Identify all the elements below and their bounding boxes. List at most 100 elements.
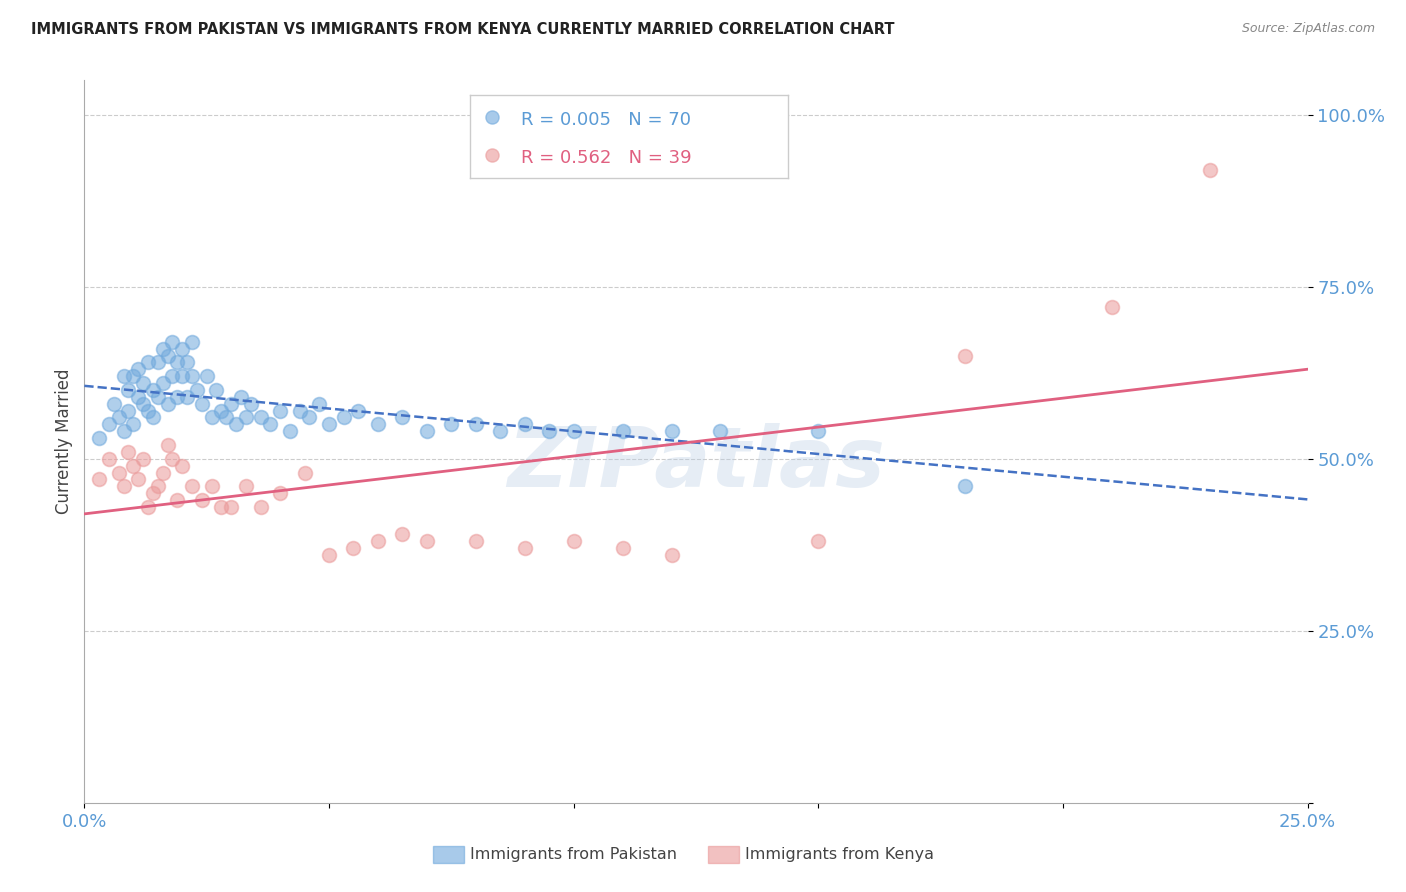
Point (152, 342, 174, 356)
Point (308, 397, 330, 411)
Point (181, 334, 204, 349)
Point (440, 417, 463, 432)
Point (122, 417, 145, 432)
Point (342, 541, 364, 556)
Point (156, 438, 179, 452)
Point (162, 451, 184, 466)
Point (391, 410, 413, 425)
Point (176, 355, 198, 369)
Point (176, 390, 198, 404)
Point (136, 403, 159, 417)
Point (807, 534, 830, 549)
Point (162, 334, 184, 349)
Point (416, 534, 439, 549)
Point (172, 369, 194, 384)
Point (953, 349, 976, 363)
Point (513, 417, 536, 432)
Point (107, 466, 129, 480)
Point (122, 458, 145, 473)
Point (538, 424, 561, 438)
Point (117, 383, 139, 397)
Point (1198, 162, 1220, 177)
Point (191, 397, 214, 411)
Point (152, 466, 174, 480)
Point (181, 479, 204, 493)
Point (562, 424, 585, 438)
Point (269, 486, 291, 500)
Point (152, 376, 174, 390)
Point (127, 472, 149, 486)
Point (489, 424, 512, 438)
Point (249, 410, 271, 425)
Point (225, 417, 247, 432)
Point (166, 390, 188, 404)
Y-axis label: Currently Married: Currently Married (55, 368, 73, 515)
Point (205, 383, 228, 397)
Point (97, 451, 120, 466)
Point (156, 397, 179, 411)
Point (146, 479, 169, 493)
Point (87, 472, 110, 486)
Text: Source: ZipAtlas.com: Source: ZipAtlas.com (1241, 22, 1375, 36)
Point (112, 424, 135, 438)
Point (166, 493, 188, 508)
Point (195, 369, 218, 384)
Point (112, 479, 135, 493)
Point (200, 410, 222, 425)
Point (513, 541, 536, 556)
Point (132, 451, 155, 466)
Point (612, 541, 634, 556)
Point (146, 390, 169, 404)
Point (181, 369, 204, 384)
Text: ZIPatlas: ZIPatlas (508, 423, 884, 504)
Point (186, 383, 208, 397)
Point (136, 500, 159, 514)
Point (464, 534, 486, 549)
Point (112, 369, 135, 384)
Point (612, 424, 634, 438)
Point (709, 424, 731, 438)
Point (156, 349, 179, 363)
Point (127, 390, 149, 404)
Point (278, 424, 301, 438)
Point (117, 403, 139, 417)
Point (117, 445, 139, 459)
FancyBboxPatch shape (709, 847, 738, 863)
Point (200, 479, 222, 493)
Point (318, 548, 340, 562)
Point (97, 417, 120, 432)
Point (219, 397, 242, 411)
Point (132, 376, 155, 390)
Point (87, 431, 110, 445)
Point (103, 397, 125, 411)
Point (367, 534, 389, 549)
Text: Immigrants from Kenya: Immigrants from Kenya (745, 847, 934, 863)
Point (166, 355, 188, 369)
Point (1101, 301, 1123, 315)
FancyBboxPatch shape (433, 847, 464, 863)
Point (332, 410, 354, 425)
Text: IMMIGRANTS FROM PAKISTAN VS IMMIGRANTS FROM KENYA CURRENTLY MARRIED CORRELATION : IMMIGRANTS FROM PAKISTAN VS IMMIGRANTS F… (31, 22, 894, 37)
Point (172, 458, 194, 473)
Point (661, 424, 683, 438)
Point (122, 369, 145, 384)
Point (239, 397, 262, 411)
Point (367, 417, 389, 432)
Point (219, 500, 242, 514)
Point (215, 410, 238, 425)
Point (391, 527, 413, 541)
Point (562, 534, 585, 549)
Point (132, 397, 155, 411)
Point (229, 390, 252, 404)
Text: Immigrants from Pakistan: Immigrants from Pakistan (470, 847, 676, 863)
Point (209, 500, 232, 514)
Point (807, 424, 830, 438)
Point (142, 383, 165, 397)
Point (235, 410, 257, 425)
Point (249, 500, 271, 514)
Point (146, 355, 169, 369)
Point (318, 417, 340, 432)
Point (209, 403, 232, 417)
Point (953, 479, 976, 493)
Point (127, 362, 149, 376)
